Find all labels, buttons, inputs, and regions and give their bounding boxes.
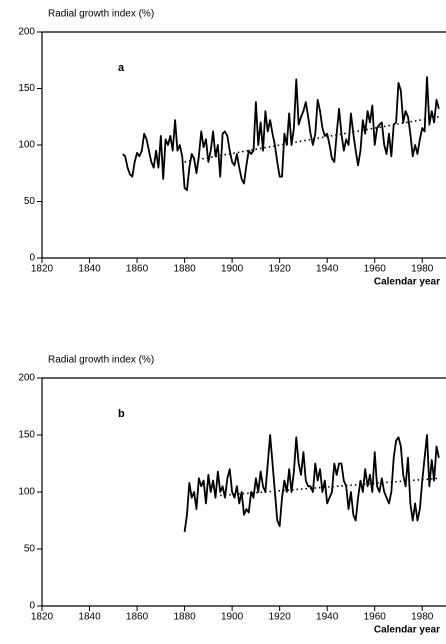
x-tick-label: 1860 [126, 264, 149, 275]
x-tick-label: 1840 [78, 264, 101, 275]
y-axis-title: Radial growth index (%) [48, 9, 154, 20]
x-tick-label: 1880 [173, 264, 196, 275]
x-axis-title: Calendar year [374, 625, 440, 636]
x-axis-title: Calendar year [374, 277, 440, 288]
y-axis-title: Radial growth index (%) [48, 355, 154, 366]
y-tick-label: 150 [18, 83, 35, 94]
panel-label: b [118, 408, 125, 420]
x-tick-label: 1860 [126, 612, 149, 623]
y-tick-label: 100 [18, 487, 35, 498]
x-tick-label: 1920 [269, 612, 292, 623]
x-tick-label: 1940 [316, 612, 339, 623]
y-tick-label: 200 [18, 27, 35, 38]
y-tick-label: 100 [18, 140, 35, 151]
x-tick-label: 1980 [411, 264, 434, 275]
y-tick-label: 50 [24, 544, 36, 555]
x-tick-label: 1960 [364, 264, 387, 275]
x-tick-label: 1900 [221, 264, 244, 275]
data-line [122, 76, 440, 192]
x-tick-label: 1820 [31, 264, 54, 275]
trend-line [220, 477, 439, 497]
x-tick-label: 1880 [173, 612, 196, 623]
x-tick-label: 1960 [364, 612, 387, 623]
y-tick-label: 0 [29, 253, 35, 264]
y-tick-label: 50 [24, 196, 36, 207]
x-tick-label: 1980 [411, 612, 434, 623]
x-tick-label: 1820 [31, 612, 54, 623]
panel-label: a [118, 62, 125, 74]
x-tick-label: 1940 [316, 264, 339, 275]
y-tick-label: 150 [18, 430, 35, 441]
y-tick-label: 200 [18, 373, 35, 384]
x-tick-label: 1920 [269, 264, 292, 275]
data-line [183, 434, 440, 533]
x-tick-label: 1840 [78, 612, 101, 623]
y-tick-label: 0 [29, 601, 35, 612]
x-tick-label: 1900 [221, 612, 244, 623]
